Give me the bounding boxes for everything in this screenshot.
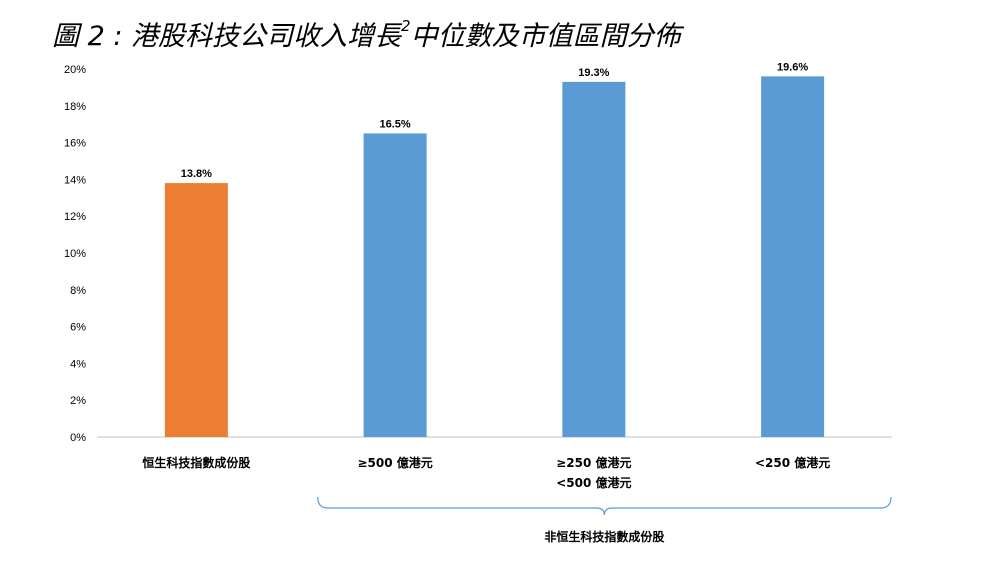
- y-tick-label: 2%: [70, 395, 86, 407]
- x-axis-categories: 恒生科技指數成份股 ≥500 億港元 ≥250 億港元 <500 億港元 <250 億港…: [142, 455, 830, 490]
- data-label: 19.6%: [777, 61, 808, 73]
- bar: [164, 183, 228, 437]
- bar: [363, 133, 427, 437]
- data-label: 19.3%: [578, 67, 609, 79]
- data-label: 13.8%: [181, 168, 212, 180]
- y-tick-label: 6%: [70, 322, 86, 334]
- group-bracket: [317, 496, 892, 516]
- y-tick-label: 10%: [64, 248, 86, 260]
- x-tick-label: ≥250 億港元: [556, 455, 631, 470]
- x-tick-label: <500 億港元: [556, 475, 631, 490]
- y-tick-label: 0%: [70, 432, 86, 444]
- y-tick-label: 20%: [64, 64, 86, 76]
- bar: [761, 76, 825, 438]
- x-tick-label: 恒生科技指數成份股: [142, 455, 251, 470]
- chart-title-superscript: 2: [401, 17, 411, 35]
- bar: [562, 81, 626, 437]
- chart-title: 圖 2 : 港股科技公司收入增長2中位數及市值區間分佈: [52, 14, 681, 53]
- bars-group: [164, 76, 825, 438]
- group-bracket-label: 非恒生科技指數成份股: [544, 529, 665, 544]
- y-tick-label: 18%: [64, 101, 86, 113]
- y-tick-label: 16%: [64, 138, 86, 150]
- chart-title-suffix: 中位數及市值區間分佈: [410, 21, 681, 52]
- y-tick-label: 12%: [64, 211, 86, 223]
- data-label: 16.5%: [380, 118, 411, 130]
- y-tick-label: 14%: [64, 174, 86, 186]
- x-tick-label: <250 億港元: [755, 455, 830, 470]
- y-tick-label: 4%: [70, 358, 86, 370]
- x-tick-label: ≥500 億港元: [357, 455, 432, 470]
- y-tick-label: 8%: [70, 285, 86, 297]
- y-axis: 0% 2% 4% 6% 8% 10% 12% 14% 16% 18% 20%: [64, 64, 86, 444]
- data-labels-group: 13.8% 16.5% 19.3% 19.6%: [181, 61, 809, 180]
- chart-title-main: 圖 2 : 港股科技公司收入增長: [52, 21, 402, 52]
